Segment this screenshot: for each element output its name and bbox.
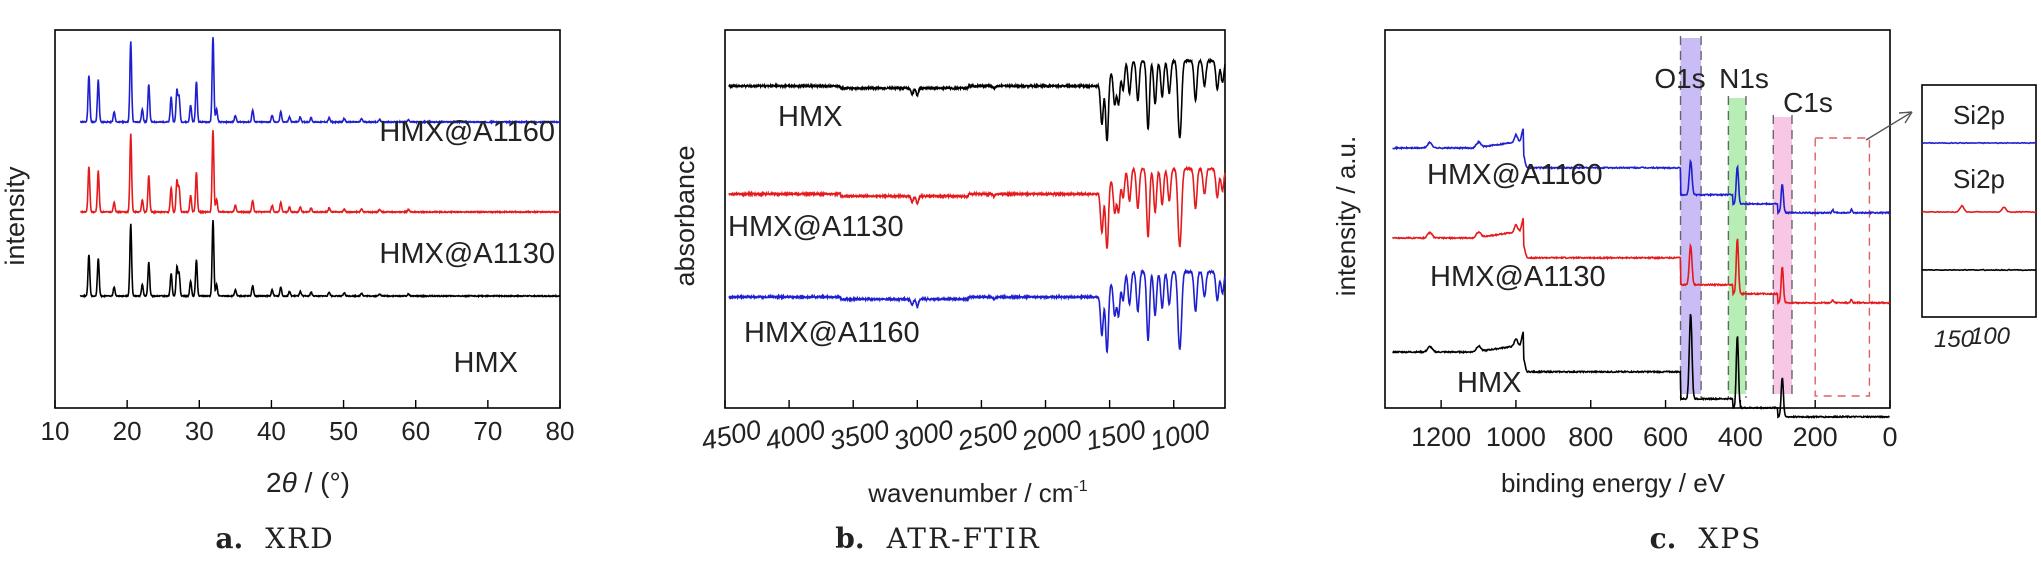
xrd-line-hmx [79, 220, 561, 299]
xps-region-label-c1s: C1s [1783, 87, 1833, 118]
xrd-line-hmx-a1160 [79, 37, 561, 125]
xps-panel: 1200 1000 800 600 400 200 0 O1s N1s C1s HMX@A1… [1331, 29, 2037, 555]
xrd-caption-letter: a. [215, 522, 243, 555]
ftir-line-hmx [728, 57, 1226, 142]
xrd-y-axis-label: intensity [0, 166, 30, 266]
ftir-series-group [728, 57, 1226, 354]
ftir-series-label-hmx: HMX [778, 101, 842, 133]
inset-label-si2p-mid: Si2p [1953, 164, 2005, 194]
ftir-line-hmx-a1130 [728, 165, 1226, 249]
ftir-caption: b. ATR-FTIR [835, 522, 1040, 555]
xps-region-label-n1s: N1s [1719, 63, 1769, 94]
xrd-tick-label-40: 40 [257, 416, 286, 446]
xrd-tick-label-10: 10 [41, 416, 70, 446]
xps-series-label-hmx-a1160: HMX@A1160 [1427, 159, 1603, 191]
xps-y-axis-label: intensity / a.u. [1331, 136, 1361, 296]
xrd-series-label-hmx-a1130: HMX@A1130 [379, 238, 555, 270]
xps-si2p-window [1814, 137, 1871, 397]
xps-tick-label-0: 0 [1882, 422, 1897, 452]
xps-line-hmx [1392, 314, 1891, 419]
ftir-caption-name: ATR-FTIR [886, 522, 1041, 555]
ftir-tick-label-2500: 2500 [954, 414, 1020, 456]
xps-tick-label-200: 200 [1793, 422, 1838, 452]
ftir-x-label-main: wavenumber / cm [867, 478, 1073, 508]
xrd-tick-label-20: 20 [113, 416, 142, 446]
xps-x-axis-label: binding energy / eV [1501, 468, 1726, 498]
ftir-tick-label-4000: 4000 [763, 414, 828, 456]
xps-region-c1s [1773, 117, 1792, 394]
inset-x-tick-100: 100 [1970, 323, 2011, 350]
xrd-panel: 10 20 30 40 50 60 70 80 HMX@A1160 HMX@A1130 HMX… [0, 29, 575, 555]
xps-caption-letter: c. [1650, 522, 1677, 555]
xrd-series-label-hmx-a1160: HMX@A1160 [379, 116, 555, 148]
xrd-x-label-prefix: 2 [266, 467, 282, 498]
inset-series-group [1921, 141, 2037, 272]
xps-tick-label-1200: 1200 [1411, 422, 1471, 452]
xps-tick-label-800: 800 [1568, 422, 1613, 452]
xrd-tick-label-70: 70 [473, 416, 502, 446]
inset-line-hmx-a1160 [1921, 141, 2037, 145]
xrd-x-label-theta: θ [282, 467, 297, 498]
xrd-tick-label-80: 80 [546, 416, 575, 446]
ftir-y-axis-label: absorbance [670, 145, 700, 286]
inset-line-hmx [1921, 268, 2037, 272]
ftir-caption-letter: b. [835, 522, 864, 555]
ftir-plot-frame [724, 29, 1226, 409]
xrd-caption-name: XRD [265, 522, 334, 555]
ftir-tick-label-1000: 1000 [1147, 414, 1212, 456]
ftir-panel: 4500 4000 3500 3000 2500 2000 1500 1000 HMX HMX… [670, 29, 1226, 555]
xrd-plot-frame [54, 29, 561, 409]
xps-line-hmx-a1130 [1391, 218, 1891, 306]
xps-region-highlights [1679, 36, 1871, 398]
ftir-series-label-hmx-a1160: HMX@A1160 [744, 317, 920, 349]
xps-region-label-o1s: O1s [1654, 63, 1705, 94]
xps-caption: c. XPS [1650, 522, 1763, 555]
xps-tick-label-400: 400 [1718, 422, 1763, 452]
ftir-tick-label-1500: 1500 [1083, 414, 1148, 456]
xrd-x-label-suffix: / (°) [297, 467, 350, 498]
inset-x-tick-150: 150 [1934, 326, 1975, 353]
xrd-caption: a. XRD [215, 522, 334, 555]
xps-region-o1s [1680, 38, 1702, 394]
xps-series-label-hmx-a1130: HMX@A1130 [1430, 261, 1606, 293]
ftir-tick-label-4500: 4500 [699, 414, 764, 456]
xrd-series-label-hmx: HMX [454, 347, 518, 379]
xrd-x-ticks: 10 20 30 40 50 60 70 80 [41, 400, 575, 446]
xps-series-label-hmx: HMX [1457, 367, 1521, 399]
xps-si2p-inset: Si2p Si2p 150 100 [1865, 84, 2037, 353]
xrd-tick-label-30: 30 [185, 416, 214, 446]
xps-series-group [1391, 128, 1891, 419]
xps-line-hmx-a1160 [1392, 128, 1891, 216]
xrd-series-group [79, 37, 561, 299]
ftir-x-label-sup: -1 [1073, 478, 1087, 495]
xps-tick-label-600: 600 [1643, 422, 1688, 452]
xps-plot-frame [1384, 29, 1891, 409]
xrd-tick-label-60: 60 [401, 416, 430, 446]
ftir-tick-label-2000: 2000 [1018, 414, 1084, 456]
inset-pointer-arrow [1865, 111, 1913, 141]
xps-tick-label-1000: 1000 [1486, 422, 1546, 452]
xps-x-ticks: 1200 1000 800 600 400 200 0 [1411, 400, 1898, 452]
ftir-tick-label-3500: 3500 [827, 414, 892, 456]
ftir-tick-label-3000: 3000 [891, 414, 956, 456]
xps-caption-name: XPS [1698, 522, 1762, 555]
xrd-line-hmx-a1130 [80, 130, 561, 215]
inset-label-si2p-top: Si2p [1953, 100, 2005, 130]
xrd-x-axis-label: 2θ / (°) [266, 467, 350, 498]
ftir-x-axis-label: wavenumber / cm-1 [867, 478, 1088, 508]
ftir-series-label-hmx-a1130: HMX@A1130 [728, 211, 904, 243]
ftir-line-hmx-a1160 [728, 268, 1226, 354]
inset-pointer-arrowhead [1898, 111, 1913, 124]
inset-line-hmx-a1130 [1921, 204, 2037, 214]
inset-frame [1921, 84, 2037, 318]
xrd-tick-label-50: 50 [329, 416, 358, 446]
